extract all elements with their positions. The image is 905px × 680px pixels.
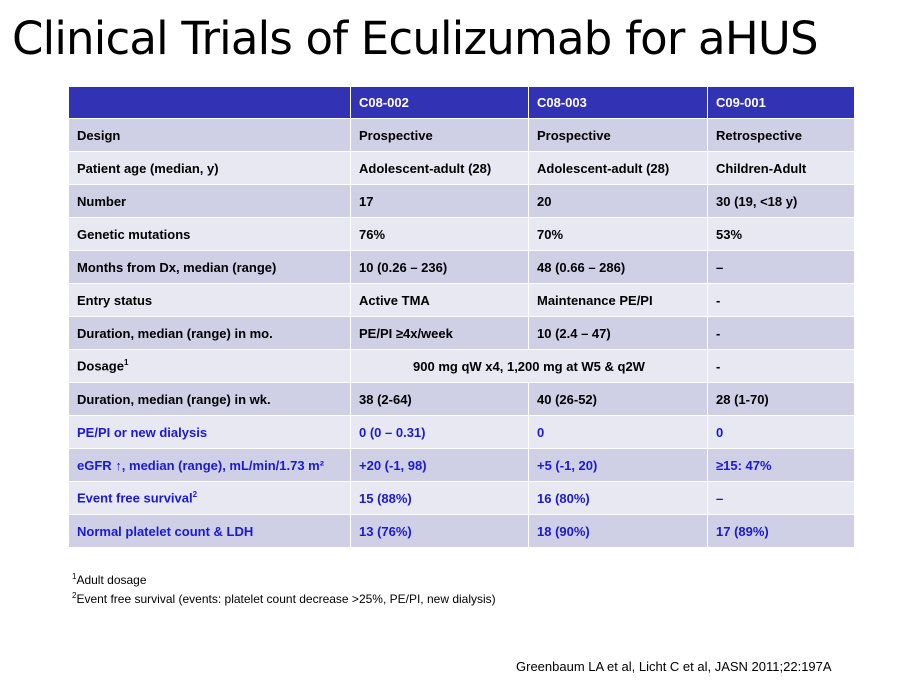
row-label: Dosage1 bbox=[68, 349, 351, 383]
table-row: Months from Dx, median (range) 10 (0.26 … bbox=[68, 250, 855, 284]
header-row: C08-002 C08-003 C09-001 bbox=[68, 86, 855, 119]
merged-dosage-cell: 900 mg qW x4, 1,200 mg at W5 & q2W bbox=[350, 349, 708, 383]
row-label: eGFR ↑, median (range), mL/min/1.73 m² bbox=[68, 448, 351, 482]
trials-table: C08-002 C08-003 C09-001 Design Prospecti… bbox=[68, 86, 855, 548]
table-cell: – bbox=[707, 250, 855, 284]
row-label-text: Dosage bbox=[77, 358, 124, 374]
table-cell: ≥15: 47% bbox=[707, 448, 855, 482]
table-cell: +20 (-1, 98) bbox=[350, 448, 529, 482]
citation: Greenbaum LA et al, Licht C et al, JASN … bbox=[516, 659, 832, 674]
row-label: Patient age (median, y) bbox=[68, 151, 351, 185]
table-row: eGFR ↑, median (range), mL/min/1.73 m² +… bbox=[68, 448, 855, 482]
table-row: Entry status Active TMA Maintenance PE/P… bbox=[68, 283, 855, 317]
table-row: Number 17 20 30 (19, <18 y) bbox=[68, 184, 855, 218]
table-cell: 15 (88%) bbox=[350, 481, 529, 515]
table-cell: 20 bbox=[528, 184, 708, 218]
table-cell: 0 bbox=[528, 415, 708, 449]
table-cell: - bbox=[707, 316, 855, 350]
footnote-2: 2Event free survival (events: platelet c… bbox=[72, 588, 496, 607]
footnote-marker: 1 bbox=[123, 358, 129, 368]
table-row: PE/PI or new dialysis 0 (0 – 0.31) 0 0 bbox=[68, 415, 855, 449]
table-cell: 28 (1-70) bbox=[707, 382, 855, 416]
row-label: Genetic mutations bbox=[68, 217, 351, 251]
row-label: Duration, median (range) in wk. bbox=[68, 382, 351, 416]
header-cell-empty bbox=[68, 86, 351, 119]
table-row: Dosage1 900 mg qW x4, 1,200 mg at W5 & q… bbox=[68, 349, 855, 383]
footnote-text: Adult dosage bbox=[76, 573, 147, 587]
row-label: PE/PI or new dialysis bbox=[68, 415, 351, 449]
table-cell: 10 (0.26 – 236) bbox=[350, 250, 529, 284]
footnotes: 1Adult dosage 2Event free survival (even… bbox=[72, 569, 496, 607]
table-cell: Prospective bbox=[350, 118, 529, 152]
table-cell: PE/PI ≥4x/week bbox=[350, 316, 529, 350]
table-cell: 17 bbox=[350, 184, 529, 218]
table-row: Design Prospective Prospective Retrospec… bbox=[68, 118, 855, 152]
footnote-marker: 1 bbox=[72, 572, 77, 581]
footnote-marker: 2 bbox=[72, 591, 77, 600]
row-label: Duration, median (range) in mo. bbox=[68, 316, 351, 350]
table-cell: Prospective bbox=[528, 118, 708, 152]
table-cell: Adolescent-adult (28) bbox=[528, 151, 708, 185]
table-cell: Maintenance PE/PI bbox=[528, 283, 708, 317]
table-cell: 18 (90%) bbox=[528, 514, 708, 548]
row-label: Normal platelet count & LDH bbox=[68, 514, 351, 548]
table-row: Genetic mutations 76% 70% 53% bbox=[68, 217, 855, 251]
table-cell: - bbox=[707, 283, 855, 317]
table-row: Duration, median (range) in mo. PE/PI ≥4… bbox=[68, 316, 855, 350]
header-cell-c09-001: C09-001 bbox=[707, 86, 855, 119]
row-label-text: Event free survival bbox=[77, 490, 193, 506]
row-label: Entry status bbox=[68, 283, 351, 317]
table-cell: 40 (26-52) bbox=[528, 382, 708, 416]
slide-title: Clinical Trials of Eculizumab for aHUS bbox=[12, 12, 819, 65]
header-cell-c08-003: C08-003 bbox=[528, 86, 708, 119]
table-row: Duration, median (range) in wk. 38 (2-64… bbox=[68, 382, 855, 416]
table-cell: 30 (19, <18 y) bbox=[707, 184, 855, 218]
table-cell: 76% bbox=[350, 217, 529, 251]
table-cell: Children-Adult bbox=[707, 151, 855, 185]
table-cell: Retrospective bbox=[707, 118, 855, 152]
table-cell: 70% bbox=[528, 217, 708, 251]
row-label: Event free survival2 bbox=[68, 481, 351, 515]
table-cell: 0 (0 – 0.31) bbox=[350, 415, 529, 449]
table-cell: 38 (2-64) bbox=[350, 382, 529, 416]
table-cell: 17 (89%) bbox=[707, 514, 855, 548]
table-cell: 48 (0.66 – 286) bbox=[528, 250, 708, 284]
row-label: Design bbox=[68, 118, 351, 152]
table-cell: Adolescent-adult (28) bbox=[350, 151, 529, 185]
row-label: Number bbox=[68, 184, 351, 218]
table-cell: Active TMA bbox=[350, 283, 529, 317]
table-cell: 0 bbox=[707, 415, 855, 449]
table-cell: 13 (76%) bbox=[350, 514, 529, 548]
table-row: Normal platelet count & LDH 13 (76%) 18 … bbox=[68, 514, 855, 548]
table-cell: – bbox=[707, 481, 855, 515]
table-cell: +5 (-1, 20) bbox=[528, 448, 708, 482]
footnote-text: Event free survival (events: platelet co… bbox=[76, 592, 496, 606]
table-row: Event free survival2 15 (88%) 16 (80%) – bbox=[68, 481, 855, 515]
table-row: Patient age (median, y) Adolescent-adult… bbox=[68, 151, 855, 185]
row-label: Months from Dx, median (range) bbox=[68, 250, 351, 284]
footnote-1: 1Adult dosage bbox=[72, 569, 496, 588]
table-cell: - bbox=[707, 349, 855, 383]
table-cell: 10 (2.4 – 47) bbox=[528, 316, 708, 350]
footnote-marker: 2 bbox=[192, 490, 198, 500]
table-cell: 16 (80%) bbox=[528, 481, 708, 515]
header-cell-c08-002: C08-002 bbox=[350, 86, 529, 119]
table-cell: 53% bbox=[707, 217, 855, 251]
